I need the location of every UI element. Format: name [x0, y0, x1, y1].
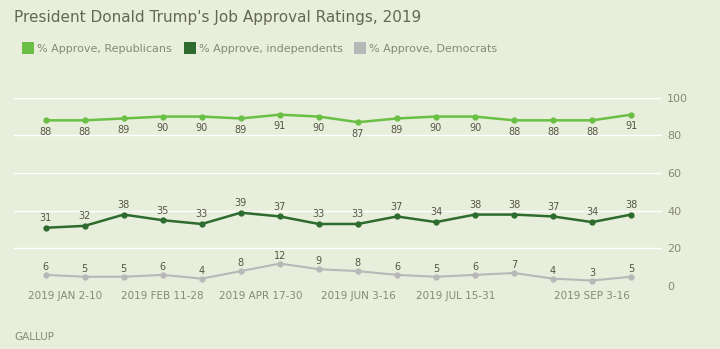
Text: 38: 38 — [508, 200, 520, 210]
Text: 32: 32 — [78, 211, 91, 221]
Text: 87: 87 — [352, 129, 364, 139]
Text: 5: 5 — [120, 264, 127, 274]
Text: 9: 9 — [316, 257, 322, 266]
Text: 91: 91 — [274, 121, 286, 131]
Text: 33: 33 — [352, 209, 364, 219]
Text: 90: 90 — [312, 123, 325, 133]
Text: 88: 88 — [508, 127, 520, 137]
Text: 34: 34 — [430, 207, 442, 217]
Text: 6: 6 — [472, 262, 478, 272]
Text: 33: 33 — [196, 209, 208, 219]
Text: 4: 4 — [199, 266, 204, 276]
Text: 37: 37 — [547, 202, 559, 212]
Text: 90: 90 — [157, 123, 169, 133]
Text: President Donald Trump's Job Approval Ratings, 2019: President Donald Trump's Job Approval Ra… — [14, 10, 422, 25]
Text: 6: 6 — [394, 262, 400, 272]
Text: 7: 7 — [511, 260, 517, 270]
Text: 34: 34 — [586, 207, 598, 217]
Text: 88: 88 — [78, 127, 91, 137]
Text: 4: 4 — [550, 266, 556, 276]
Text: 35: 35 — [156, 206, 169, 215]
Text: 39: 39 — [235, 198, 247, 208]
Text: 88: 88 — [547, 127, 559, 137]
Text: GALLUP: GALLUP — [14, 332, 55, 342]
Text: 37: 37 — [274, 202, 286, 212]
Text: 5: 5 — [628, 264, 634, 274]
Text: 6: 6 — [160, 262, 166, 272]
Legend: % Approve, Republicans, % Approve, independents, % Approve, Democrats: % Approve, Republicans, % Approve, indep… — [19, 39, 502, 59]
Text: 90: 90 — [430, 123, 442, 133]
Text: 33: 33 — [312, 209, 325, 219]
Text: 89: 89 — [391, 125, 403, 135]
Text: 38: 38 — [469, 200, 481, 210]
Text: 8: 8 — [355, 258, 361, 268]
Text: 88: 88 — [586, 127, 598, 137]
Text: 90: 90 — [196, 123, 208, 133]
Text: 12: 12 — [274, 251, 286, 261]
Text: 5: 5 — [81, 264, 88, 274]
Text: 31: 31 — [40, 213, 52, 223]
Text: 37: 37 — [391, 202, 403, 212]
Text: 5: 5 — [433, 264, 439, 274]
Text: 89: 89 — [117, 125, 130, 135]
Text: 38: 38 — [117, 200, 130, 210]
Text: 6: 6 — [42, 262, 49, 272]
Text: 38: 38 — [625, 200, 637, 210]
Text: 90: 90 — [469, 123, 481, 133]
Text: 89: 89 — [235, 125, 247, 135]
Text: 3: 3 — [589, 268, 595, 278]
Text: 8: 8 — [238, 258, 244, 268]
Text: 91: 91 — [625, 121, 637, 131]
Text: 88: 88 — [40, 127, 52, 137]
